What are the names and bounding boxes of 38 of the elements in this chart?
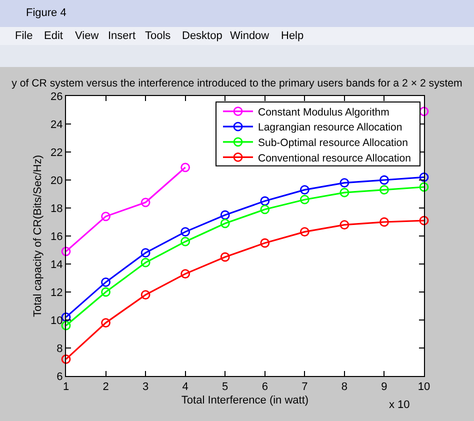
caption: Figure 4 xyxy=(26,7,66,19)
chart-title: y of CR system versus the interference introduced to the primary users bands for a 2 × 2 system xyxy=(12,78,463,90)
text: Insert xyxy=(108,30,136,42)
x-tick-label: 9 xyxy=(381,381,388,394)
text: View xyxy=(75,30,99,42)
y-tick-label: 20 xyxy=(50,174,63,187)
x-axis-title: Total Interference (in watt) xyxy=(181,394,309,406)
y-tick-label: 14 xyxy=(50,258,63,271)
x-tick-label: 10 xyxy=(418,381,430,394)
x-tick-label: 3 xyxy=(142,381,149,394)
text: Edit xyxy=(44,30,63,42)
y-tick-label: 22 xyxy=(50,146,63,159)
text: Window xyxy=(230,30,270,42)
y-tick-label: 24 xyxy=(50,118,63,131)
x-tick-label: 8 xyxy=(341,381,348,394)
y-tick-label: 10 xyxy=(50,314,63,327)
x-tick-label: 6 xyxy=(262,381,268,394)
y-tick-label: 26 xyxy=(50,90,63,103)
text: Tools xyxy=(145,30,172,42)
text: File xyxy=(15,30,33,42)
x-tick-label: 2 xyxy=(102,381,109,394)
legend-label: Conventional resource Allocation xyxy=(258,152,412,164)
legend-label: Lagrangian resource Allocation xyxy=(258,122,402,134)
x-tick-label: 7 xyxy=(302,381,308,394)
text: Desktop xyxy=(182,30,222,42)
text: Help xyxy=(281,30,304,42)
text: x 10 xyxy=(389,399,410,411)
y-tick-label: 12 xyxy=(50,286,63,299)
x-tick-label: 4 xyxy=(182,381,188,394)
y-tick-label: 8 xyxy=(56,342,63,355)
y-axis-title: Total capacity of CR(Bits/Sec/Hz) xyxy=(32,155,44,317)
x-tick-label: 1 xyxy=(62,381,70,394)
y-tick-label: 16 xyxy=(50,230,63,243)
y-tick-label: 6 xyxy=(56,370,63,383)
y-tick-label: 18 xyxy=(50,202,63,215)
legend-label: Constant Modulus Algorithm xyxy=(258,106,390,118)
x-tick-label: 5 xyxy=(222,381,228,394)
legend-label: Sub-Optimal resource Allocation xyxy=(258,136,408,149)
